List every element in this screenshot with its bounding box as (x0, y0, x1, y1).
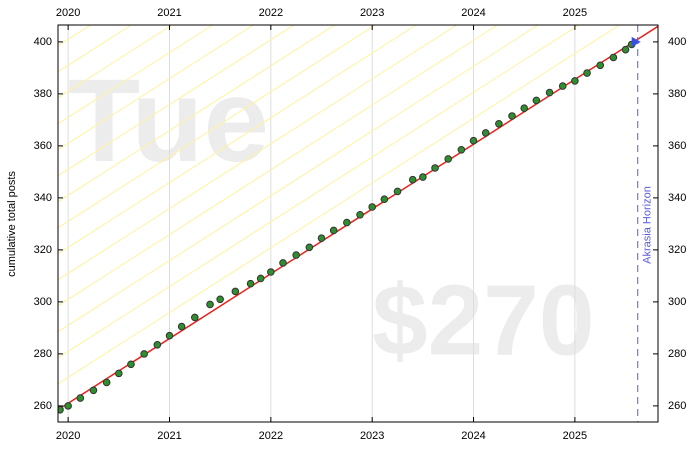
guide-line (58, 25, 255, 151)
data-point (89, 386, 98, 395)
y-tick-label-right: 380 (668, 88, 686, 100)
data-point (165, 331, 174, 340)
x-tick-label-top: 2023 (360, 7, 384, 19)
data-point (343, 218, 351, 227)
watermark: Tue (68, 55, 269, 187)
y-tick-label-right: 360 (668, 140, 686, 152)
data-point (140, 350, 148, 358)
data-point (609, 53, 618, 62)
data-point (469, 136, 478, 145)
y-tick-label-right: 400 (668, 36, 686, 48)
data-point (408, 175, 417, 184)
horizon-label: Akrasia Horizon (642, 186, 654, 264)
guide-line (58, 25, 621, 385)
data-point (520, 104, 529, 112)
data-point (191, 313, 199, 322)
x-tick-label: 2024 (461, 430, 485, 442)
data-point (558, 82, 567, 90)
x-tick-label: 2025 (563, 430, 587, 442)
data-point (431, 164, 439, 172)
goal-marker (631, 36, 641, 47)
guide-line (58, 25, 295, 177)
data-point (305, 243, 314, 252)
data-point (545, 88, 554, 97)
y-tick-label-right: 280 (668, 348, 686, 360)
frame (57, 24, 659, 423)
y-axis-label: cumulative total posts (6, 171, 18, 277)
data-point (64, 402, 72, 410)
x-tick-label-top: 2020 (56, 7, 80, 19)
data-point (256, 274, 265, 283)
guide-line (58, 25, 499, 307)
x-tick-label-top: 2022 (259, 7, 283, 19)
y-tick-label: 300 (34, 296, 52, 308)
data-point (508, 112, 516, 120)
x-tick-label: 2022 (259, 430, 283, 442)
guide-line (58, 25, 458, 281)
guide-line (58, 25, 173, 99)
data-point (115, 369, 123, 378)
y-tick-label-right: 340 (668, 192, 686, 204)
plot-layer: Tue $270 (58, 25, 658, 422)
data-point (532, 96, 541, 105)
data-point (495, 119, 503, 128)
data-point (279, 259, 287, 267)
data-point (457, 145, 466, 154)
data-point (216, 295, 224, 304)
data-point (231, 287, 240, 296)
x-tick-label-top: 2025 (563, 7, 587, 19)
data-point (368, 203, 376, 211)
data-point (481, 129, 490, 137)
data-point (292, 251, 300, 259)
data-point (571, 77, 579, 85)
y-tick-label: 320 (34, 244, 52, 256)
data-point (329, 226, 338, 235)
guide-line (58, 25, 214, 125)
x-tick-label-top: 2024 (461, 7, 485, 19)
data-point (583, 69, 591, 77)
y-tick-label: 360 (34, 140, 52, 152)
y-tick-label: 380 (34, 88, 52, 100)
y-tick-label: 340 (34, 192, 52, 204)
guide-line (58, 25, 377, 229)
data-point (393, 187, 402, 196)
y-tick-label: 280 (34, 348, 52, 360)
data-point (317, 234, 326, 242)
data-point (102, 378, 111, 387)
guide-line (58, 25, 539, 333)
guide-line (58, 25, 336, 203)
y-tick-label-right: 300 (668, 296, 686, 308)
data-point (58, 405, 64, 414)
watermark: $270 (372, 264, 594, 376)
data-point (267, 268, 275, 276)
y-tick-label-right: 320 (668, 244, 686, 256)
data-point (380, 195, 389, 203)
data-point (153, 340, 162, 349)
y-tick-label: 400 (34, 36, 52, 48)
data-point (76, 394, 85, 402)
x-tick-label: 2021 (157, 430, 181, 442)
data-point (444, 155, 453, 163)
guide-line (58, 25, 417, 255)
data-point (419, 173, 427, 181)
data-point (177, 322, 186, 331)
x-tick-label-top: 2021 (157, 7, 181, 19)
data-point (621, 45, 630, 54)
data-point (596, 61, 605, 70)
x-tick-label: 2023 (360, 430, 384, 442)
data-point (127, 360, 135, 369)
y-tick-label-right: 260 (668, 400, 686, 412)
y-tick-label: 260 (34, 400, 52, 412)
guide-line (58, 25, 580, 359)
data-point (206, 300, 214, 309)
data-point (356, 210, 364, 219)
x-tick-label: 2020 (56, 430, 80, 442)
data-point (246, 279, 255, 288)
